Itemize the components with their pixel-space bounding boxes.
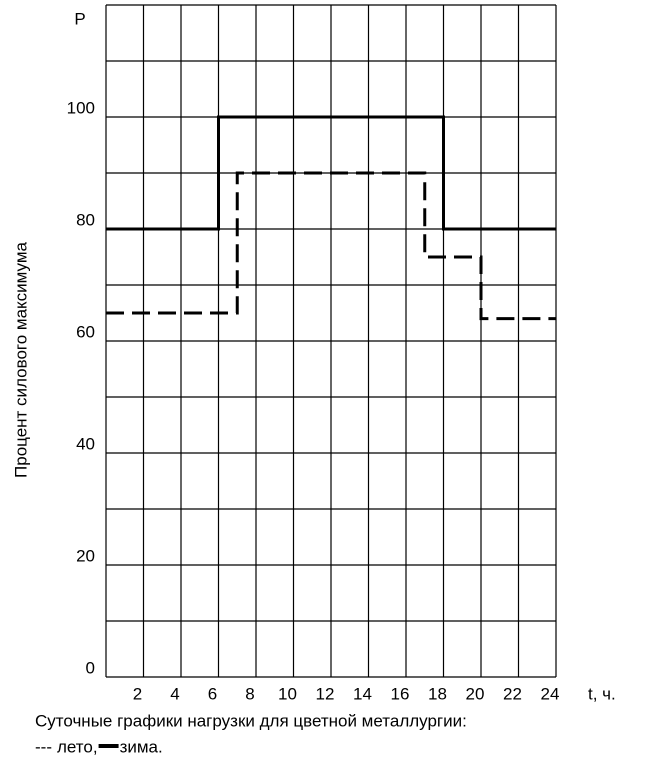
series-line [106, 115, 556, 231]
x-tick-label: 6 [208, 684, 217, 703]
x-tick-label: 20 [466, 684, 485, 703]
x-tick-label: 22 [503, 684, 522, 703]
legend-symbol: --- [35, 737, 52, 756]
y-tick-label: 40 [76, 434, 95, 453]
x-tick-label: 2 [133, 684, 142, 703]
x-tick-label: 4 [170, 684, 179, 703]
x-tick-label: 18 [428, 684, 447, 703]
y-axis-label: Процент силового максимума [11, 241, 30, 478]
series-line [106, 171, 556, 321]
y-tick-label: 0 [86, 658, 95, 677]
y-tick-label: 60 [76, 322, 95, 341]
y-axis-top-label: P [74, 9, 85, 28]
x-tick-label: 16 [391, 684, 410, 703]
x-tick-label: 8 [245, 684, 254, 703]
x-tick-label: 12 [316, 684, 335, 703]
legend-label: зима. [120, 737, 163, 756]
x-tick-label: 10 [278, 684, 297, 703]
x-tick-label: 24 [541, 684, 560, 703]
y-tick-label: 80 [76, 210, 95, 229]
y-tick-label: 20 [76, 546, 95, 565]
y-tick-label: 100 [67, 98, 95, 117]
legend-label: лето, [57, 737, 98, 756]
caption: Суточные графики нагрузки для цветной ме… [35, 711, 467, 730]
x-tick-label: 14 [353, 684, 372, 703]
x-axis-label: t, ч. [588, 684, 616, 703]
